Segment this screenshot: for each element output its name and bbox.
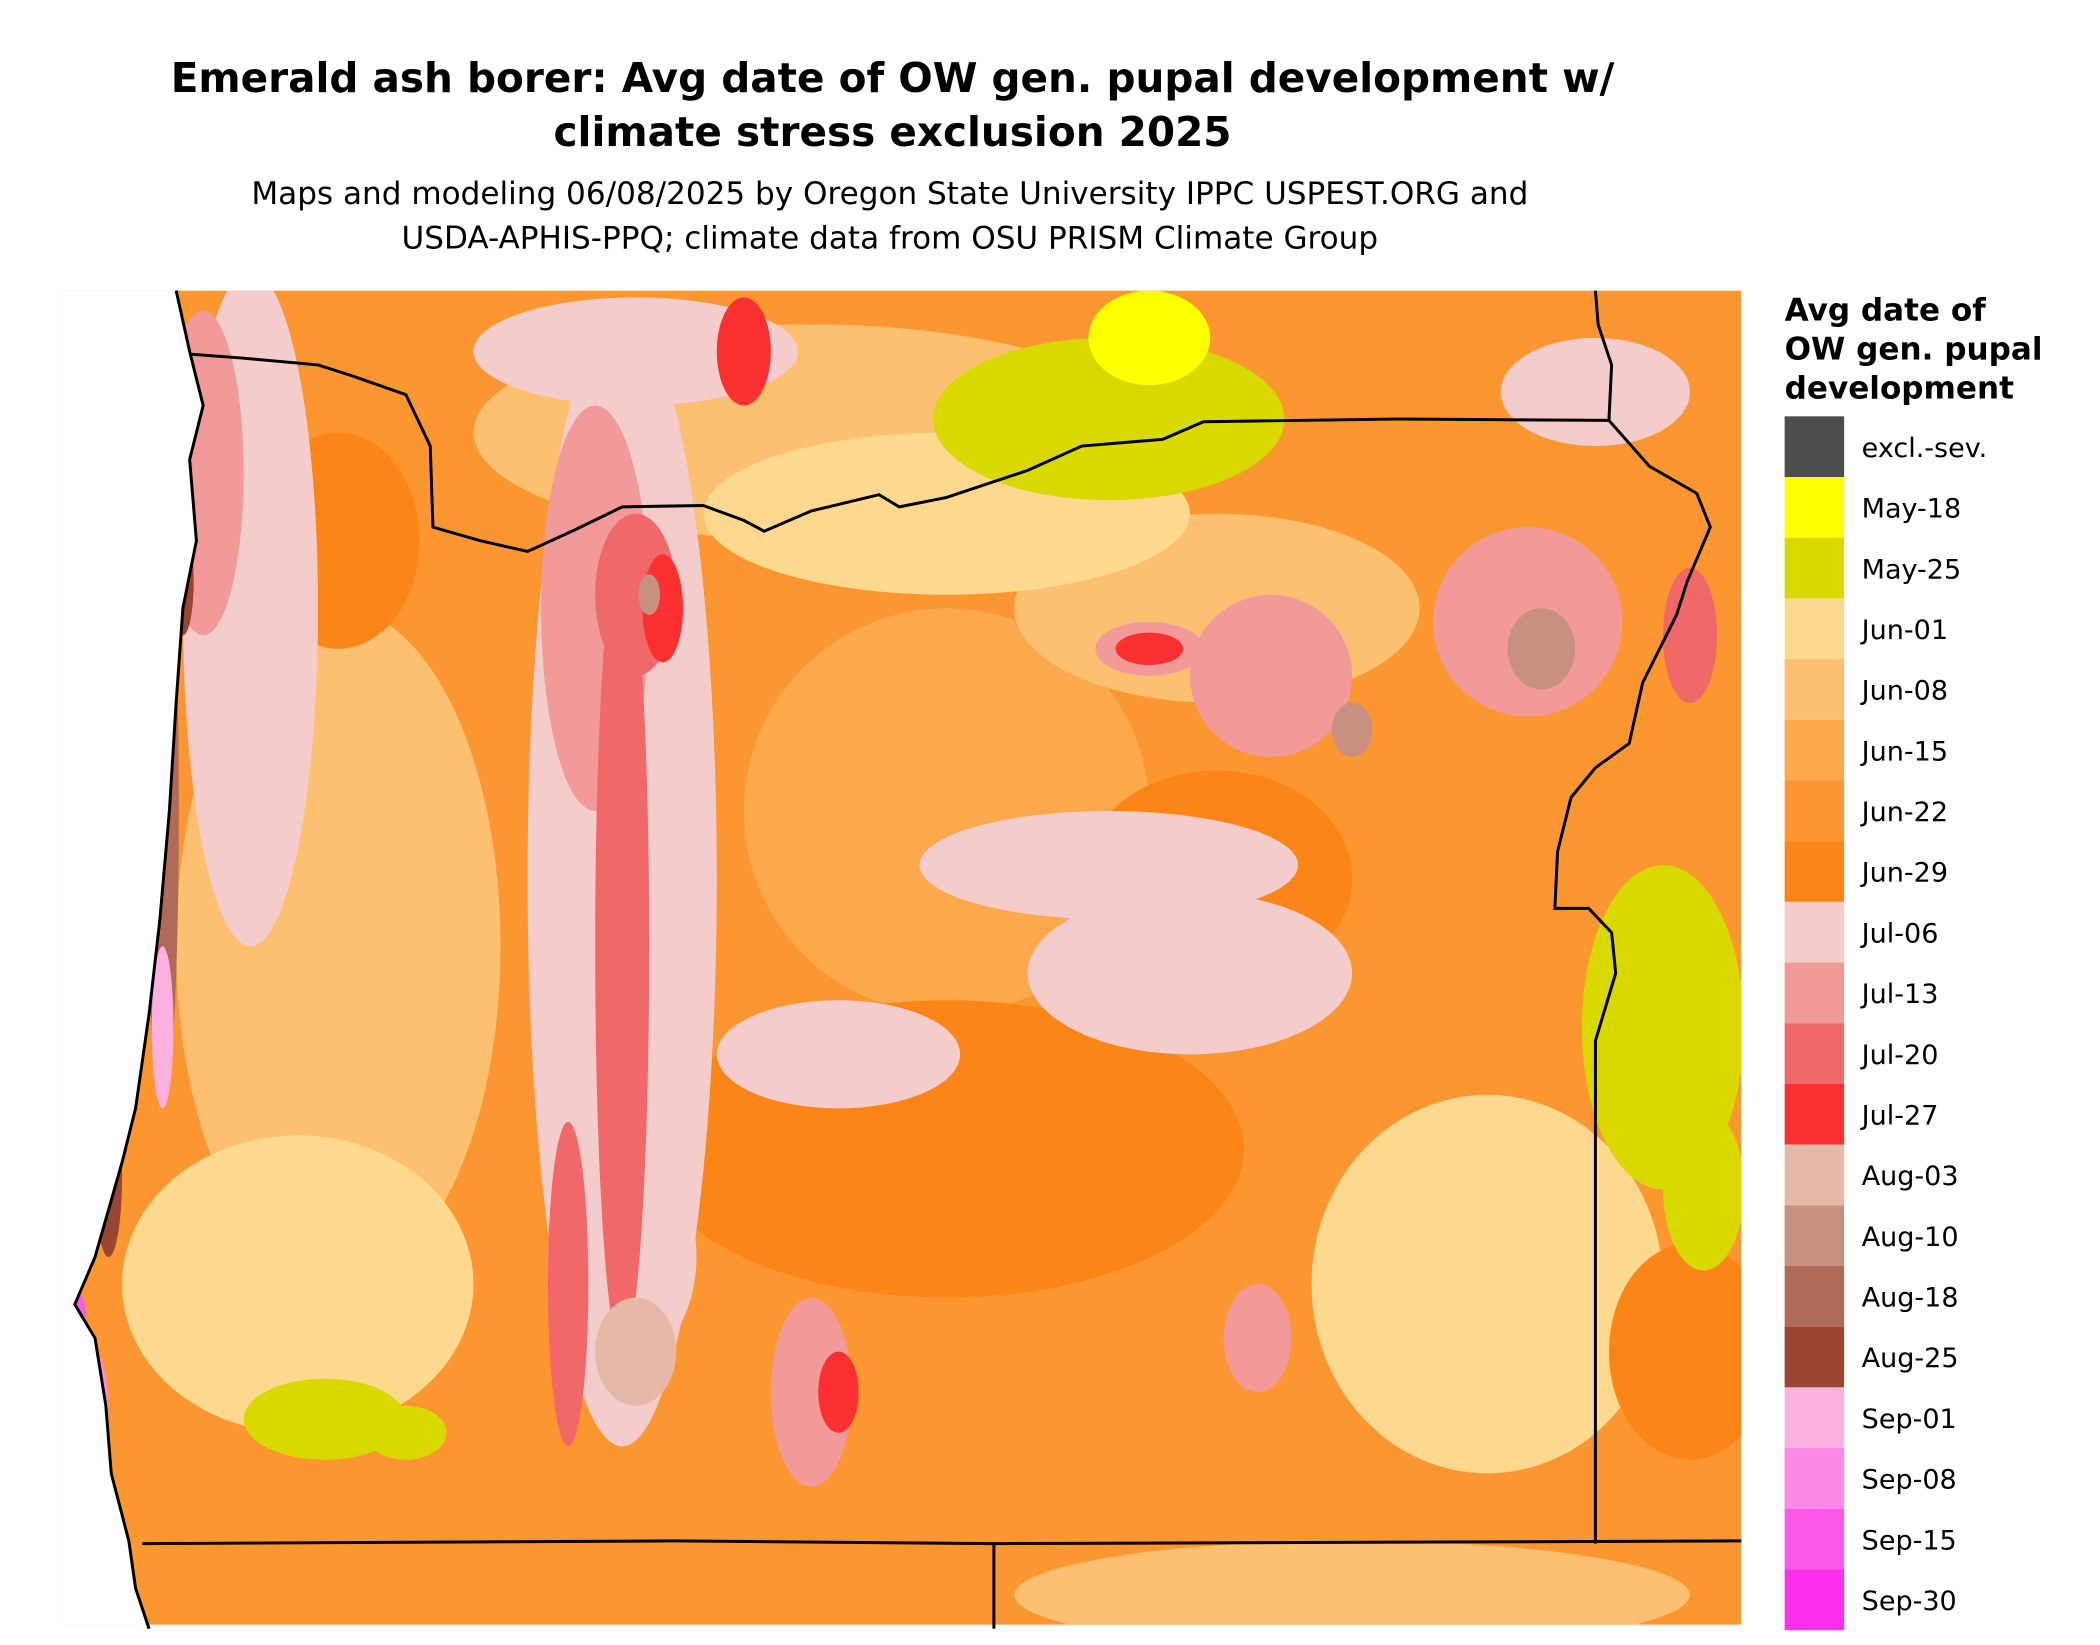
legend-label: Sep-30 bbox=[1862, 1586, 1957, 1617]
canada-mask bbox=[54, 277, 176, 291]
map-patch bbox=[638, 574, 661, 616]
legend-label: Aug-18 bbox=[1862, 1283, 1959, 1314]
legend-label: Sep-08 bbox=[1862, 1465, 1957, 1496]
legend-swatch bbox=[1784, 1205, 1845, 1266]
legend-swatch bbox=[1784, 901, 1845, 963]
map-patch bbox=[595, 540, 650, 1352]
map-patch bbox=[1027, 892, 1353, 1055]
legend-swatch bbox=[1784, 719, 1845, 781]
map-patch bbox=[818, 1351, 859, 1433]
legend-label: Jun-08 bbox=[1860, 676, 1948, 707]
legend-swatch bbox=[1784, 659, 1845, 720]
map-patch bbox=[1663, 1108, 1742, 1271]
columbia-border bbox=[189, 352, 1609, 554]
legend-label: May-25 bbox=[1862, 554, 1962, 585]
map-patch bbox=[151, 946, 174, 1109]
map-patch bbox=[1311, 1094, 1663, 1474]
legend-swatch bbox=[1784, 1448, 1845, 1509]
legend-title: OW gen. pupal bbox=[1785, 332, 2043, 368]
subtitle-line: USDA-APHIS-PPQ; climate data from OSU PR… bbox=[402, 221, 1379, 257]
legend-swatch bbox=[1784, 1083, 1845, 1145]
legend-label: Aug-10 bbox=[1862, 1222, 1959, 1253]
legend-label: Jul-20 bbox=[1860, 1040, 1939, 1071]
map-area bbox=[54, 277, 1742, 1625]
map-patch bbox=[1507, 608, 1576, 690]
legend-label: Aug-03 bbox=[1862, 1161, 1959, 1192]
map-patch bbox=[1500, 337, 1691, 447]
map-patch bbox=[1608, 1243, 1742, 1460]
map-patch bbox=[473, 297, 798, 406]
map-patch bbox=[1331, 702, 1373, 757]
subtitle-line: Maps and modeling 06/08/2025 by Oregon S… bbox=[251, 176, 1528, 212]
map-patch bbox=[1189, 594, 1353, 757]
map-patch bbox=[1014, 1540, 1690, 1625]
map-patch bbox=[122, 1135, 474, 1433]
legend-label: excl.-sev. bbox=[1862, 433, 1988, 464]
legend-title: Avg date of bbox=[1785, 292, 1987, 328]
map-patch bbox=[770, 1297, 852, 1487]
title-line: Emerald ash borer: Avg date of OW gen. p… bbox=[171, 54, 1615, 102]
map-patch bbox=[1088, 290, 1211, 386]
legend-swatch bbox=[1784, 780, 1845, 842]
idaho-border bbox=[1553, 290, 1712, 1544]
map-patch bbox=[243, 1378, 406, 1460]
legend-title: development bbox=[1785, 371, 2014, 407]
map-patch bbox=[716, 1000, 961, 1109]
legend-swatch bbox=[1784, 962, 1845, 1024]
legend-label: Jun-29 bbox=[1860, 858, 1948, 889]
title-line: climate stress exclusion 2025 bbox=[554, 108, 1232, 156]
ocean bbox=[61, 290, 204, 1625]
legend: Avg date of OW gen. pupal development ex… bbox=[1784, 292, 2043, 1631]
legend-swatch bbox=[1784, 416, 1845, 478]
legend-label: Sep-15 bbox=[1862, 1525, 1957, 1556]
map-patch bbox=[1662, 567, 1718, 703]
map-patch bbox=[595, 1297, 677, 1406]
boundaries bbox=[73, 290, 1742, 1630]
map-patch bbox=[547, 1121, 589, 1447]
map-patch bbox=[365, 1405, 447, 1460]
legend-swatch bbox=[1784, 1023, 1845, 1084]
legend-swatch bbox=[1784, 1508, 1845, 1570]
south-border bbox=[142, 1539, 1742, 1546]
map-patch bbox=[933, 337, 1285, 501]
legend-swatch bbox=[1784, 477, 1845, 538]
legend-label: Sep-01 bbox=[1862, 1404, 1957, 1435]
legend-swatch bbox=[1784, 537, 1845, 599]
map-patch bbox=[716, 297, 771, 406]
legend-label: Jun-15 bbox=[1860, 736, 1948, 767]
legend-swatch bbox=[1784, 598, 1845, 660]
legend-label: Aug-25 bbox=[1862, 1343, 1959, 1374]
legend-label: Jun-22 bbox=[1860, 797, 1948, 828]
legend-swatch bbox=[1784, 1387, 1845, 1449]
legend-label: Jul-06 bbox=[1860, 918, 1939, 949]
legend-swatch bbox=[1784, 1144, 1845, 1206]
legend-label: Jun-01 bbox=[1860, 615, 1948, 646]
legend-swatch bbox=[1784, 1326, 1845, 1388]
map-patch bbox=[1115, 632, 1184, 666]
legend-label: Jul-13 bbox=[1860, 979, 1939, 1010]
legend-swatch bbox=[1784, 841, 1845, 902]
legend-swatch bbox=[1784, 1569, 1845, 1631]
map-patch bbox=[1581, 865, 1742, 1190]
map-patch bbox=[1223, 1284, 1292, 1393]
legend-swatch bbox=[1784, 1265, 1845, 1327]
map-patch bbox=[919, 811, 1299, 920]
legend-label: May-18 bbox=[1862, 494, 1962, 525]
legend-label: Jul-27 bbox=[1860, 1100, 1939, 1131]
coastline bbox=[73, 290, 205, 1630]
